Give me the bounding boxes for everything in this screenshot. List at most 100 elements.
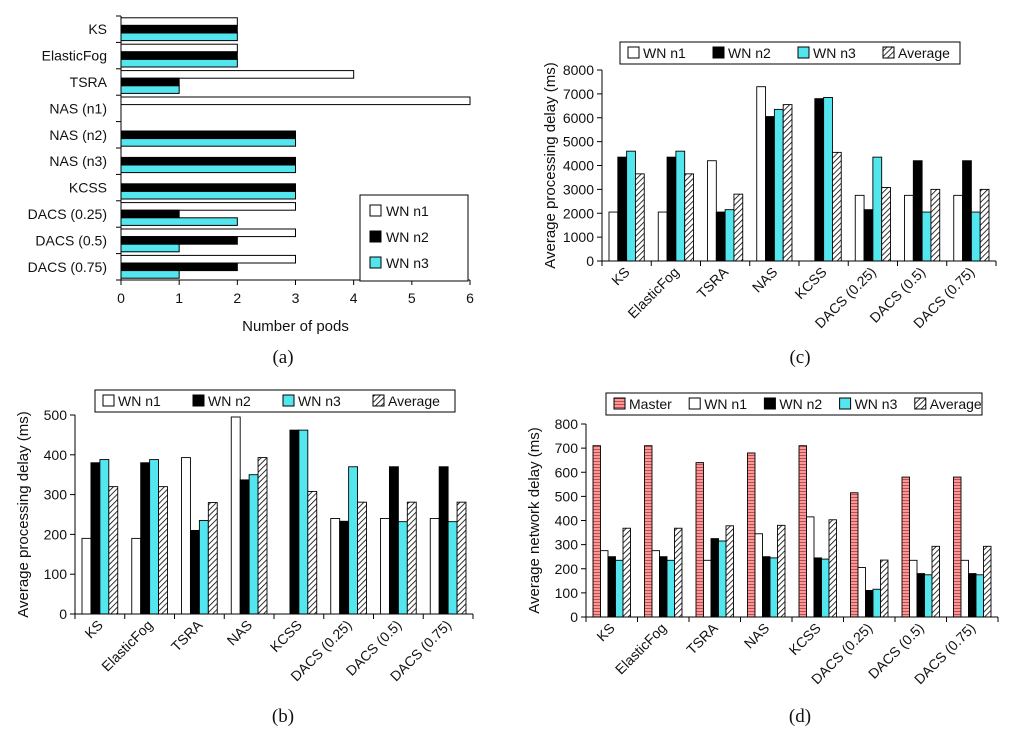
y-tick-label: 1000 bbox=[563, 229, 594, 245]
bar-wn-n1-dacs-0-75 bbox=[960, 559, 969, 618]
bar-wn-n1-tsra bbox=[707, 160, 717, 262]
bar-wn-n3-nas bbox=[773, 108, 784, 262]
bar-wn-n3-dacs-0-25 bbox=[348, 466, 359, 615]
bar-average-kcss bbox=[307, 490, 318, 615]
y-tick-label: 200 bbox=[555, 561, 579, 577]
bar-wn-n1-ks bbox=[608, 211, 619, 262]
category-label: ElasticFog bbox=[624, 264, 682, 322]
legend-swatch-wn-n2 bbox=[763, 397, 776, 410]
bar-wn-n3-nas bbox=[769, 557, 778, 618]
bar-wn-n2-elasticfog bbox=[120, 51, 238, 60]
legend-label-wn-n2: WN n2 bbox=[779, 396, 822, 412]
bar-master-dacs-0-25 bbox=[850, 492, 859, 618]
bar-wn-n3-dacs-0-25 bbox=[872, 156, 883, 262]
bar-wn-n2-dacs-0-25 bbox=[863, 209, 874, 262]
legend-label-average: Average bbox=[898, 45, 950, 61]
bar-average-dacs-0-25 bbox=[357, 501, 367, 615]
bar-wn-n3-elasticfog bbox=[675, 150, 686, 262]
bar-wn-n2-dacs-0-5 bbox=[912, 160, 923, 262]
category-label: NAS bbox=[224, 617, 256, 649]
y-axis-label: Average processing delay (ms) bbox=[15, 411, 32, 617]
bar-wn-n3-ks bbox=[615, 559, 624, 618]
bar-wn-n2-dacs-0-25 bbox=[865, 590, 874, 618]
bar-wn-n1-dacs-0-25 bbox=[120, 202, 296, 211]
bar-wn-n3-tsra bbox=[718, 540, 727, 618]
bar-average-dacs-0-25 bbox=[880, 559, 889, 618]
legend-swatch-average bbox=[372, 394, 385, 407]
bar-master-kcss bbox=[798, 445, 807, 618]
bar-wn-n3-dacs-0-75 bbox=[120, 270, 180, 279]
bar-wn-n3-tsra bbox=[724, 209, 735, 262]
bar-wn-n2-kcss bbox=[289, 429, 300, 615]
category-label: DACS (0.25) bbox=[28, 206, 107, 222]
category-label: NAS (n2) bbox=[49, 127, 107, 143]
bar-average-dacs-0-5 bbox=[931, 545, 940, 618]
legend-swatch-average bbox=[914, 397, 927, 410]
bar-wn-n2-ks bbox=[607, 556, 616, 618]
bar-wn-n1-dacs-0-75 bbox=[953, 194, 964, 262]
bar-master-elasticfog bbox=[644, 445, 653, 618]
bar-master-ks bbox=[592, 445, 601, 618]
category-label: KCSS bbox=[786, 620, 824, 658]
x-tick-label: 2 bbox=[233, 290, 241, 306]
legend-swatch-wn-n2 bbox=[192, 394, 205, 407]
legend-label-wn-n1: WN n1 bbox=[118, 393, 161, 409]
bar-wn-n2-nas-n2 bbox=[120, 130, 296, 140]
bar-wn-n1-dacs-0-5 bbox=[120, 228, 296, 238]
y-tick-label: 0 bbox=[59, 606, 67, 622]
bar-wn-n2-ks bbox=[90, 462, 101, 615]
bar-wn-n1-nas bbox=[754, 533, 763, 618]
legend-label-average: Average bbox=[388, 393, 440, 409]
category-label: ElasticFog bbox=[42, 48, 107, 64]
bar-wn-n2-nas bbox=[239, 479, 250, 615]
category-label: NAS (n3) bbox=[49, 153, 107, 169]
category-label: DACS (0.75) bbox=[28, 259, 107, 275]
bar-wn-n2-kcss bbox=[120, 183, 296, 192]
legend-swatch-wn-n2 bbox=[369, 230, 382, 243]
legend-box bbox=[619, 41, 961, 65]
bar-average-nas bbox=[257, 457, 268, 615]
bar-wn-n3-dacs-0-5 bbox=[924, 574, 933, 618]
bar-master-dacs-0-5 bbox=[901, 476, 910, 618]
bar-wn-n2-nas-n3 bbox=[120, 156, 296, 166]
bar-wn-n3-dacs-0-75 bbox=[975, 574, 984, 618]
legend-label-wn-n3: WN n3 bbox=[386, 255, 429, 271]
x-tick-label: 4 bbox=[350, 290, 358, 306]
bar-wn-n3-tsra bbox=[198, 520, 209, 615]
panel-c-bar-chart: 0 1000 2000 3000 4000 5000 6000 7000 8000 KSElast… bbox=[542, 41, 997, 368]
category-label: DACS (0.5) bbox=[35, 232, 107, 248]
y-tick-label: 5000 bbox=[563, 134, 594, 150]
bar-wn-n2-dacs-0-5 bbox=[388, 466, 399, 615]
bar-wn-n2-dacs-0-5 bbox=[916, 573, 925, 618]
y-tick-label: 700 bbox=[555, 440, 579, 456]
y-axis-label: Average processing delay (ms) bbox=[542, 62, 559, 268]
bar-wn-n1-tsra bbox=[181, 457, 191, 615]
bar-wn-n2-nas bbox=[762, 556, 771, 618]
y-tick-label: 3000 bbox=[563, 181, 594, 197]
category-label: KS bbox=[593, 620, 618, 645]
bar-wn-n3-dacs-0-75 bbox=[970, 211, 981, 262]
bar-average-tsra bbox=[207, 502, 218, 615]
category-label: TSRA bbox=[694, 263, 732, 301]
bar-wn-n3-elasticfog bbox=[666, 559, 675, 618]
legend-swatch-wn-n1 bbox=[102, 394, 115, 407]
panel-caption: (d) bbox=[789, 706, 811, 727]
bar-wn-n3-kcss bbox=[120, 190, 296, 200]
bar-average-dacs-0-75 bbox=[456, 501, 467, 615]
category-label: NAS bbox=[741, 620, 773, 652]
y-tick-label: 400 bbox=[555, 513, 579, 529]
legend-swatch-wn-n3 bbox=[369, 256, 382, 269]
legend-swatch-wn-n3 bbox=[839, 397, 852, 410]
y-tick-label: 800 bbox=[555, 416, 579, 432]
legend-swatch-wn-n1 bbox=[627, 46, 640, 59]
y-tick-label: 7000 bbox=[563, 86, 594, 102]
y-tick-label: 500 bbox=[555, 488, 579, 504]
y-tick-label: 0 bbox=[586, 253, 594, 269]
x-axis-label: Number of pods bbox=[242, 318, 349, 335]
bar-average-tsra bbox=[733, 193, 744, 262]
bar-wn-n3-dacs-0-5 bbox=[921, 211, 932, 262]
bar-average-dacs-0-25 bbox=[881, 187, 891, 262]
bar-wn-n2-dacs-0-75 bbox=[962, 160, 972, 262]
x-tick-label: 6 bbox=[466, 290, 474, 306]
